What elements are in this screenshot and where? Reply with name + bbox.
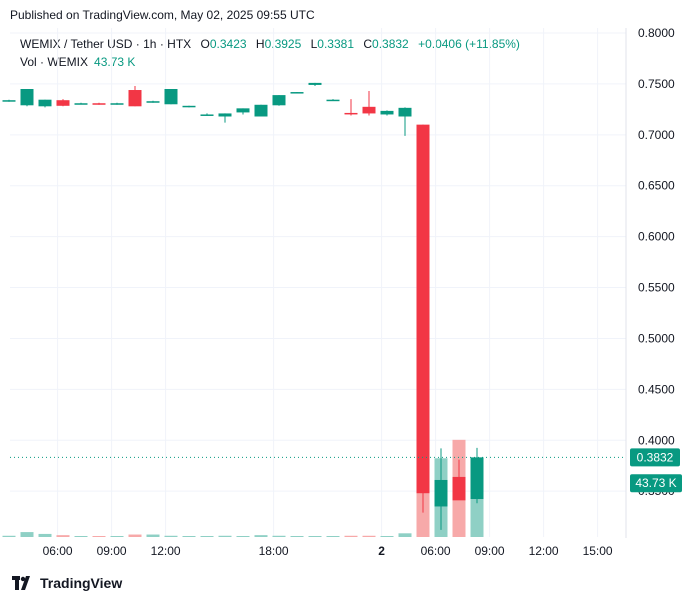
volume-bar — [128, 534, 142, 537]
open-value: 0.3423 — [209, 37, 247, 51]
price-tick-label: 0.6500 — [638, 179, 675, 193]
candlesticks — [2, 82, 484, 530]
time-tick-label: 12:00 — [151, 544, 181, 558]
volume-bar — [380, 536, 394, 537]
candle-body — [110, 103, 124, 105]
time-tick-label: 06:00 — [43, 544, 73, 558]
candle-body — [272, 95, 286, 106]
last-price-label: 0.3832 — [637, 450, 674, 464]
candle-body — [218, 113, 232, 117]
candle-body — [470, 457, 484, 500]
candle-body — [362, 106, 376, 114]
candle-body — [2, 100, 16, 102]
volume-bar — [236, 536, 250, 537]
volume-bar — [92, 536, 106, 537]
volume-badge-label: 43.73 K — [635, 476, 676, 490]
candle-body — [398, 107, 412, 117]
price-tick-label: 0.8000 — [638, 26, 675, 40]
volume-bar — [182, 536, 196, 537]
time-tick-label: 12:00 — [529, 544, 559, 558]
volume-bar — [326, 536, 340, 537]
low-value: 0.3381 — [317, 37, 354, 51]
volume-bar — [110, 536, 124, 537]
candle-body — [200, 114, 214, 116]
candle-body — [38, 99, 52, 107]
price-tick-label: 0.5000 — [638, 331, 675, 345]
brand-name: TradingView — [40, 575, 123, 591]
candle-body — [164, 89, 178, 105]
volume-badge — [630, 474, 682, 493]
time-tick-label: 18:00 — [259, 544, 289, 558]
volume-bar — [218, 535, 232, 537]
candle-body — [74, 103, 88, 105]
time-tick-label: 09:00 — [475, 544, 505, 558]
volume-bar — [200, 536, 214, 537]
candle-body — [254, 104, 268, 117]
volume-bar — [254, 535, 268, 537]
candle-body — [92, 103, 106, 105]
volume-bar — [56, 535, 70, 537]
volume-bar — [308, 536, 322, 537]
footer-logo[interactable]: TradingView — [12, 575, 122, 591]
candle-body — [182, 105, 196, 108]
time-tick-label: 15:00 — [583, 544, 613, 558]
volume-bar — [164, 535, 178, 537]
change-value: +0.0406 (+11.85%) — [418, 37, 520, 51]
price-axis[interactable]: 0.8000 0.7500 0.7000 0.6500 0.6000 0.5500 0.50… — [638, 26, 675, 498]
price-tick-label: 0.5500 — [638, 281, 675, 295]
time-axis[interactable]: 06:00 09:00 12:00 18:00 2 06:00 09:00 12:00 15:0… — [43, 544, 613, 558]
price-tick-label: 0.6000 — [638, 230, 675, 244]
volume-value: 43.73 K — [94, 55, 136, 69]
volume-bar — [398, 533, 412, 537]
candle-body — [20, 89, 34, 106]
symbol-name[interactable]: WEMIX / Tether USD · 1h · HTX — [20, 37, 192, 51]
tradingview-logo-icon — [12, 576, 30, 590]
close-label: C — [363, 37, 373, 51]
time-tick-label: 09:00 — [97, 544, 127, 558]
time-tick-label: 06:00 — [421, 544, 451, 558]
candle-body — [344, 112, 358, 115]
volume-bar — [272, 535, 286, 537]
candle-body — [146, 101, 160, 103]
volume-bar — [2, 535, 16, 537]
last-price-badge — [630, 448, 680, 467]
price-tick-label: 0.4000 — [638, 433, 675, 447]
open-label: O — [200, 37, 210, 51]
published-caption: Published on TradingView.com, May 02, 20… — [10, 8, 315, 22]
volume-bar — [344, 535, 358, 537]
volume-legend: Vol · WEMIX 43.73 K — [20, 55, 135, 69]
volume-bar — [290, 536, 304, 537]
price-markers: 0.3832 43.73 K — [10, 448, 682, 493]
candle-body — [434, 479, 448, 507]
candle-body — [326, 99, 340, 102]
volume-label[interactable]: Vol · WEMIX — [20, 55, 89, 69]
volume-bar — [20, 532, 34, 537]
low-label: L — [310, 37, 318, 51]
volume-bar — [362, 535, 376, 537]
price-tick-label: 0.7500 — [638, 77, 675, 91]
candle-body — [380, 110, 394, 115]
price-tick-label: 0.4500 — [638, 382, 675, 396]
candle-body — [452, 476, 466, 501]
candle-body — [56, 100, 70, 106]
candle-body — [290, 92, 304, 94]
time-tick-label: 2 — [378, 544, 385, 558]
volume-bar — [38, 533, 52, 537]
volume-bars — [2, 439, 484, 537]
candle-body — [236, 108, 250, 113]
candle-body — [416, 124, 430, 494]
candle-body — [308, 82, 322, 85]
price-tick-label: 0.7000 — [638, 128, 675, 142]
high-label: H — [255, 37, 265, 51]
candle-body — [128, 90, 142, 107]
volume-bar — [74, 536, 88, 537]
volume-bar — [146, 534, 160, 537]
